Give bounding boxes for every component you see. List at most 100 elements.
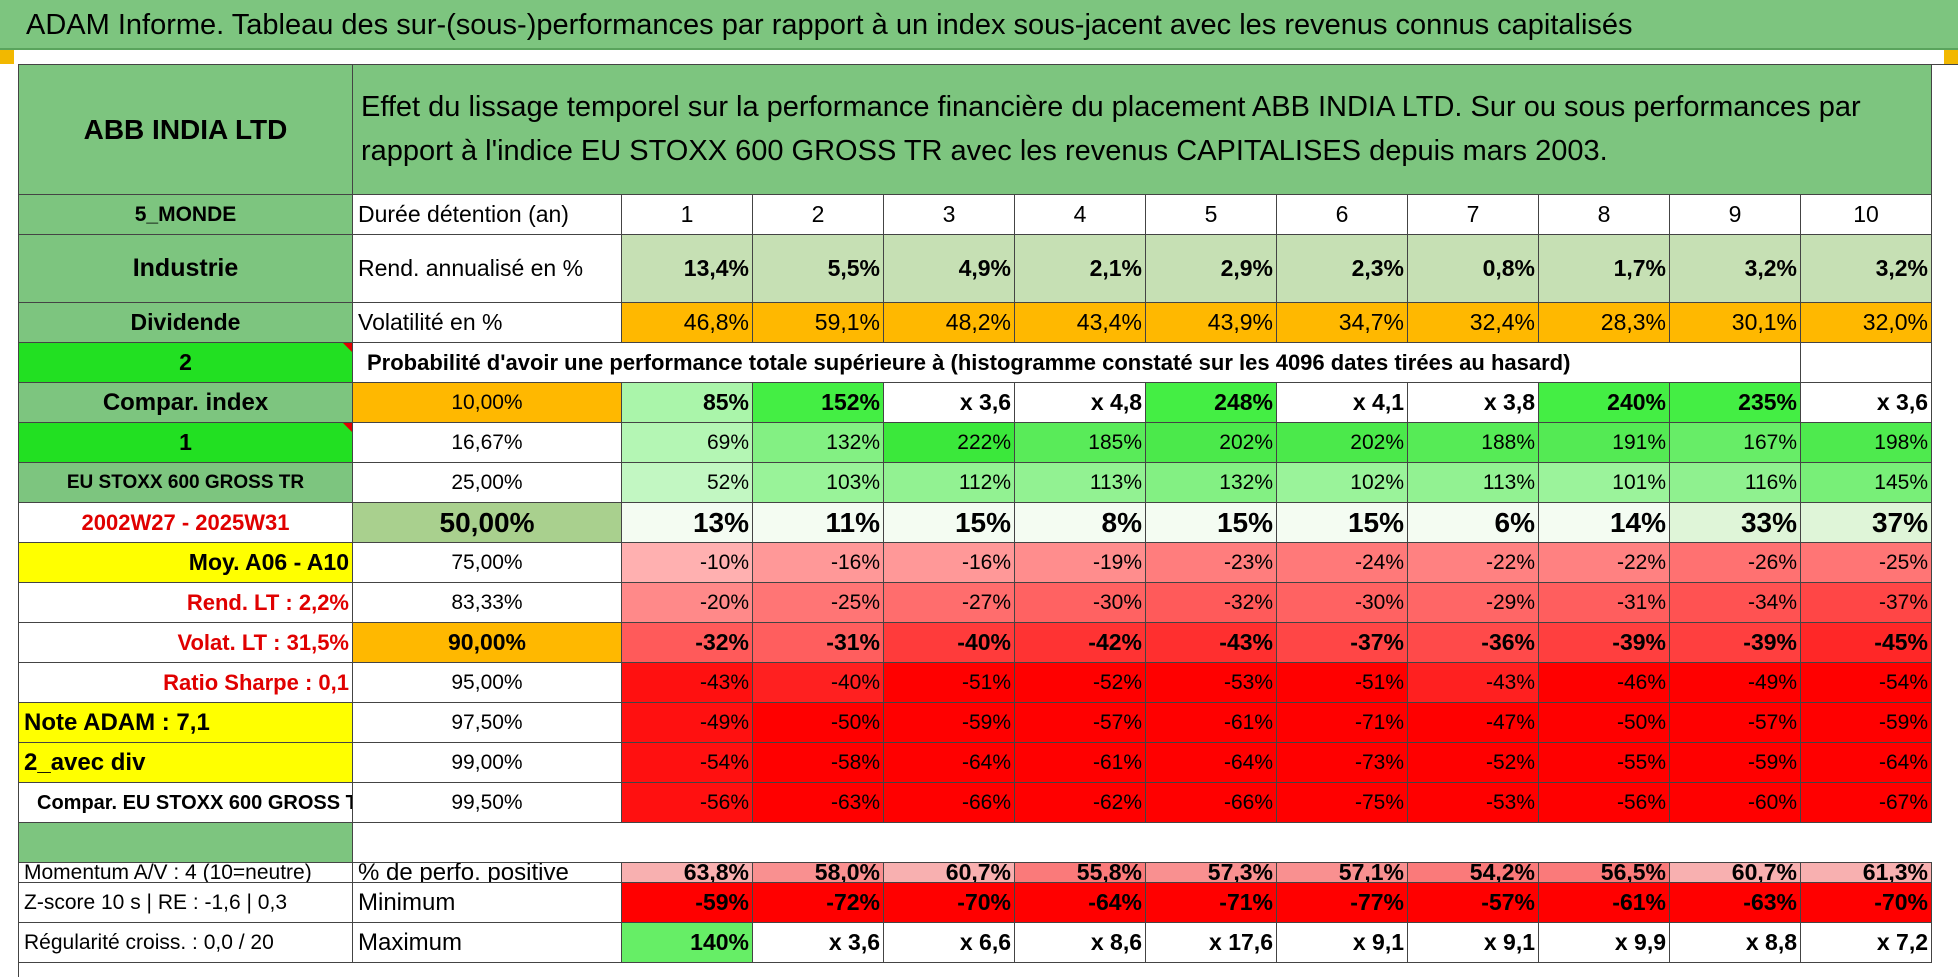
sharpe-ratio-label: Ratio Sharpe : 0,1	[19, 663, 353, 703]
stat-value: x 9,1	[1408, 923, 1539, 963]
corner-marker-right	[1944, 50, 1958, 64]
probability-value: -43%	[622, 663, 753, 703]
option-value-2[interactable]: 2	[19, 343, 353, 383]
volatility-label: Volatilité en %	[353, 303, 622, 343]
annual-return-value: 3,2%	[1670, 235, 1801, 303]
probability-value: 101%	[1539, 463, 1670, 503]
probability-value: -50%	[1539, 703, 1670, 743]
stat-value: 54,2%	[1408, 863, 1539, 883]
probability-value: -75%	[1277, 783, 1408, 823]
year-header-2: 2	[753, 195, 884, 235]
probability-value: -32%	[622, 623, 753, 663]
annual-return-value: 5,5%	[753, 235, 884, 303]
probability-value: -56%	[1539, 783, 1670, 823]
stat-value: x 6,6	[884, 923, 1015, 963]
index-name-label: EU STOXX 600 GROSS TR	[19, 463, 353, 503]
stat-value: -59%	[622, 883, 753, 923]
stat-value: 58,0%	[753, 863, 884, 883]
probability-value: -10%	[622, 543, 753, 583]
annual-return-value: 3,2%	[1801, 235, 1932, 303]
table-heading: Effet du lissage temporel sur la perform…	[353, 65, 1932, 195]
probability-value: -40%	[884, 623, 1015, 663]
probability-value: -71%	[1277, 703, 1408, 743]
dividend-mode-label: 2_avec div	[19, 743, 353, 783]
stat-value: 140%	[622, 923, 753, 963]
probability-value: -66%	[884, 783, 1015, 823]
probability-value: -56%	[622, 783, 753, 823]
stat-value: x 8,8	[1670, 923, 1801, 963]
probability-value: -47%	[1408, 703, 1539, 743]
probability-value: 102%	[1277, 463, 1408, 503]
probability-threshold: 83,33%	[353, 583, 622, 623]
probability-value: x 4,1	[1277, 383, 1408, 423]
stat-value: x 17,6	[1146, 923, 1277, 963]
probability-value: -51%	[884, 663, 1015, 703]
probability-value: 185%	[1015, 423, 1146, 463]
probability-value: -59%	[884, 703, 1015, 743]
probability-value: 69%	[622, 423, 753, 463]
probability-value: -39%	[1539, 623, 1670, 663]
probability-value: 191%	[1539, 423, 1670, 463]
probability-threshold: 16,67%	[353, 423, 622, 463]
probability-value: -30%	[1015, 583, 1146, 623]
year-header-10: 10	[1801, 195, 1932, 235]
probability-value: 103%	[753, 463, 884, 503]
probability-value: 113%	[1015, 463, 1146, 503]
year-header-4: 4	[1015, 195, 1146, 235]
probability-value: -36%	[1408, 623, 1539, 663]
report-title: ADAM Informe. Tableau des sur-(sous-)per…	[0, 0, 1958, 50]
probability-threshold: 97,50%	[353, 703, 622, 743]
annual-return-value: 0,8%	[1408, 235, 1539, 303]
comparison-index-label: Compar. EU STOXX 600 GROSS TR	[19, 783, 353, 823]
probability-threshold: 99,00%	[353, 743, 622, 783]
probability-value: 113%	[1408, 463, 1539, 503]
probability-value: -31%	[753, 623, 884, 663]
probability-value: 202%	[1277, 423, 1408, 463]
probability-value: -19%	[1015, 543, 1146, 583]
period-label: 2002W27 - 2025W31	[19, 503, 353, 543]
probability-value: -67%	[1801, 783, 1932, 823]
stat-value: -57%	[1408, 883, 1539, 923]
stat-value: 57,3%	[1146, 863, 1277, 883]
probability-value: -63%	[753, 783, 884, 823]
year-header-1: 1	[622, 195, 753, 235]
probability-value: 132%	[753, 423, 884, 463]
probability-value: -61%	[1015, 743, 1146, 783]
stat-value: x 3,6	[753, 923, 884, 963]
probability-value: -51%	[1277, 663, 1408, 703]
stat-label: % de perfo. positive	[353, 863, 622, 883]
probability-value: -26%	[1670, 543, 1801, 583]
probability-value: -23%	[1146, 543, 1277, 583]
year-header-7: 7	[1408, 195, 1539, 235]
option-value-1[interactable]: 1	[19, 423, 353, 463]
probability-value: 15%	[884, 503, 1015, 543]
probability-value: -37%	[1277, 623, 1408, 663]
probability-value: -55%	[1539, 743, 1670, 783]
probability-value: -50%	[753, 703, 884, 743]
stat-value: x 7,2	[1801, 923, 1932, 963]
volatility-value: 34,7%	[1277, 303, 1408, 343]
stat-value: 61,3%	[1801, 863, 1932, 883]
stat-label: Minimum	[353, 883, 622, 923]
spacer-row	[353, 823, 1932, 863]
probability-value: -59%	[1801, 703, 1932, 743]
probability-value: 6%	[1408, 503, 1539, 543]
probability-value: 202%	[1146, 423, 1277, 463]
probability-value: -64%	[1146, 743, 1277, 783]
momentum-label: Momentum A/V : 4 (10=neutre)	[19, 863, 353, 883]
probability-value: 222%	[884, 423, 1015, 463]
stat-value: -63%	[1670, 883, 1801, 923]
empty-cell	[1801, 343, 1932, 383]
probability-threshold: 90,00%	[353, 623, 622, 663]
long-term-return-label: Rend. LT : 2,2%	[19, 583, 353, 623]
stat-value: 63,8%	[622, 863, 753, 883]
probability-value: 167%	[1670, 423, 1801, 463]
probability-value: -20%	[622, 583, 753, 623]
probability-threshold: 95,00%	[353, 663, 622, 703]
probability-value: -64%	[884, 743, 1015, 783]
volatility-value: 46,8%	[622, 303, 753, 343]
volatility-value: 28,3%	[1539, 303, 1670, 343]
probability-value: -40%	[753, 663, 884, 703]
zscore-label: Z-score 10 s | RE : -1,6 | 0,3	[19, 883, 353, 923]
probability-value: -39%	[1670, 623, 1801, 663]
